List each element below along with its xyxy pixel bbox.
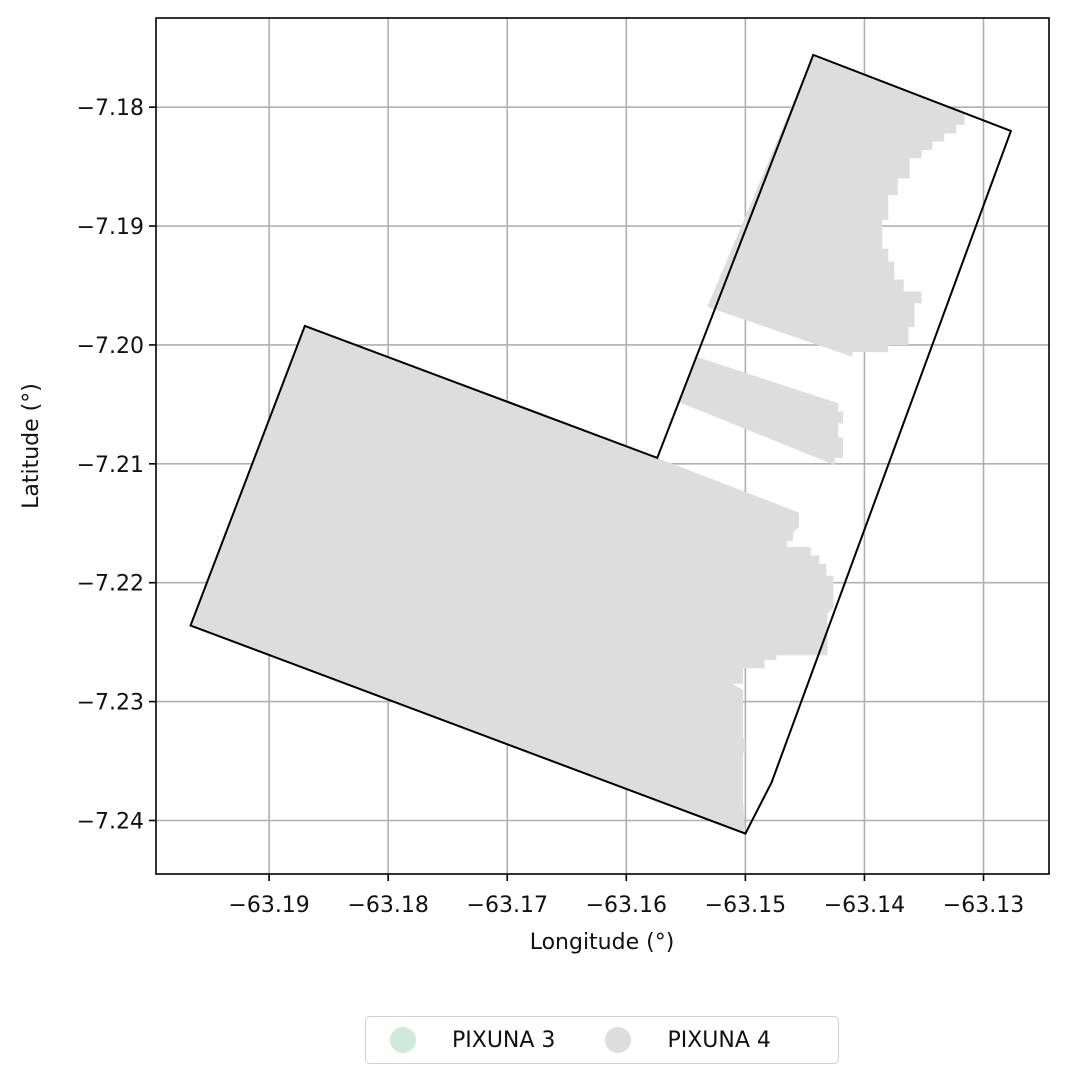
legend-label-pixuna-4: PIXUNA 4 bbox=[667, 1027, 771, 1053]
x-tick-label-1: −63.18 bbox=[347, 893, 428, 918]
filled-area-1 bbox=[596, 642, 743, 764]
y-tick-label-6: −7.24 bbox=[77, 810, 144, 835]
y-axis-ticks: −7.18 −7.19 −7.20 −7.21 −7.22 −7.23 −7.24 bbox=[77, 96, 156, 835]
legend: PIXUNA 3 PIXUNA 4 bbox=[365, 1016, 839, 1064]
filled-area-3 bbox=[678, 356, 844, 466]
legend-item-pixuna-3: PIXUNA 3 bbox=[390, 1027, 555, 1053]
x-tick-label-4: −63.15 bbox=[705, 893, 786, 918]
y-tick-label-1: −7.19 bbox=[77, 215, 144, 240]
x-axis-label: Longitude (°) bbox=[530, 930, 675, 955]
legend-marker-pixuna-4 bbox=[605, 1027, 632, 1053]
x-tick-label-0: −63.19 bbox=[228, 893, 309, 918]
legend-item-pixuna-4: PIXUNA 4 bbox=[605, 1027, 771, 1053]
plot-frame bbox=[155, 17, 1050, 875]
x-axis-ticks: −63.19 −63.18 −63.17 −63.16 −63.15 −63.14 −63.… bbox=[228, 874, 1024, 918]
x-tick-label-2: −63.17 bbox=[467, 893, 548, 918]
x-tick-label-6: −63.13 bbox=[943, 893, 1024, 918]
x-tick-label-5: −63.14 bbox=[824, 893, 905, 918]
y-tick-label-3: −7.21 bbox=[77, 453, 144, 478]
legend-marker-pixuna-3 bbox=[390, 1027, 416, 1053]
filled-area-2 bbox=[707, 54, 965, 357]
boundary-polygon bbox=[189, 53, 1013, 835]
y-tick-label-0: −7.18 bbox=[77, 96, 144, 121]
legend-label-pixuna-3: PIXUNA 3 bbox=[452, 1027, 556, 1053]
x-tick-label-3: −63.16 bbox=[586, 893, 667, 918]
y-tick-label-2: −7.20 bbox=[77, 334, 144, 359]
filled-areas bbox=[190, 54, 965, 834]
y-tick-label-4: −7.22 bbox=[77, 572, 144, 597]
boundary-outline bbox=[189, 53, 1013, 835]
y-axis-label: Latitude (°) bbox=[19, 383, 44, 509]
map-plot: −63.19 −63.18 −63.17 −63.16 −63.15 −63.14 −63.… bbox=[19, 17, 1050, 955]
y-tick-label-5: −7.23 bbox=[77, 691, 144, 716]
